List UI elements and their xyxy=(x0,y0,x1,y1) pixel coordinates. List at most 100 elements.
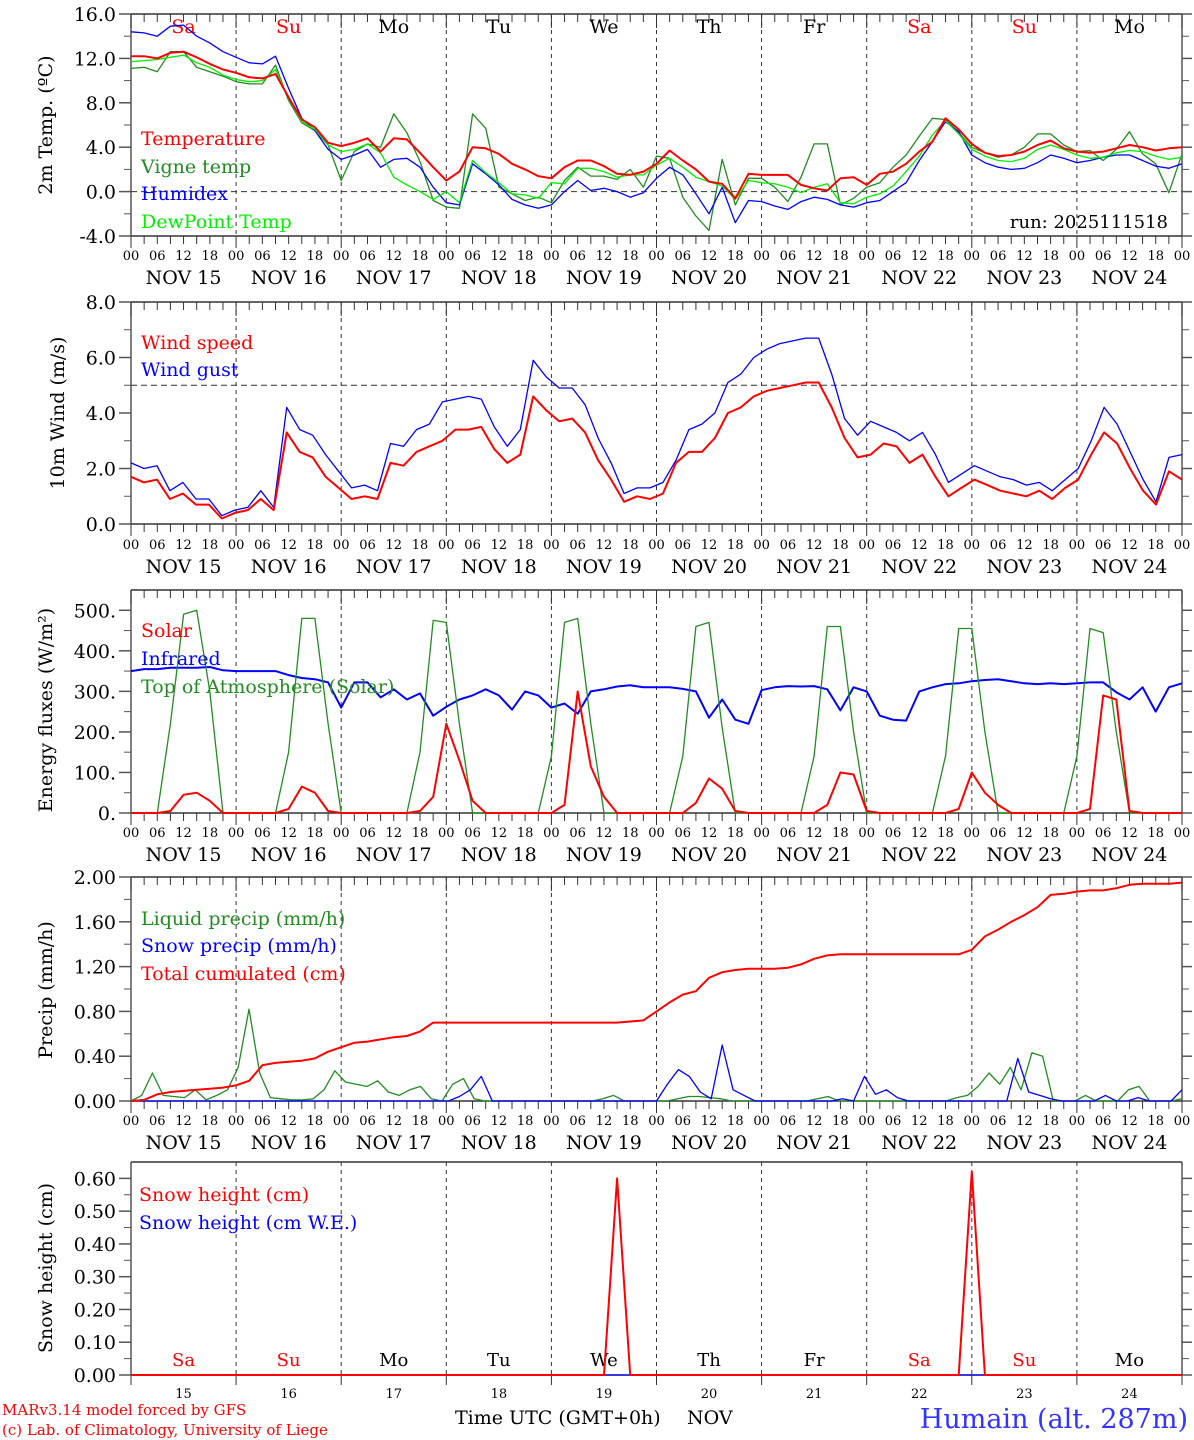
hour-tick-label: 00 xyxy=(858,538,875,553)
weekday-label: Sa xyxy=(172,1350,195,1371)
y-tick-label: 8.0 xyxy=(86,93,116,115)
hour-tick-label: 06 xyxy=(149,826,166,841)
hour-tick-label: 00 xyxy=(123,826,140,841)
weekday-label: Mo xyxy=(379,1350,408,1371)
hour-tick-label: 12 xyxy=(491,249,508,264)
weekday-label: We xyxy=(590,1350,618,1371)
hour-tick-label: 06 xyxy=(990,826,1007,841)
y-tick-label: 0. xyxy=(98,803,116,825)
hour-tick-label: 18 xyxy=(1147,826,1164,841)
hour-tick-label: 06 xyxy=(675,249,692,264)
day-number-label: 16 xyxy=(280,1387,297,1402)
legend-dewpoint: DewPoint Temp xyxy=(141,211,292,233)
hour-tick-label: 18 xyxy=(832,249,849,264)
hour-tick-label: 00 xyxy=(648,826,665,841)
hour-tick-label: 18 xyxy=(1042,826,1059,841)
y-tick-label: 0.00 xyxy=(74,1091,116,1113)
date-label: NOV 18 xyxy=(461,1132,537,1154)
hour-tick-label: 00 xyxy=(228,249,245,264)
panel-0-plot: 00 06 12 18 00 06 12 18 00 06 12 18 00 06 12 18 00 06 12 18… xyxy=(74,4,1192,289)
hour-tick-label: 18 xyxy=(832,826,849,841)
hour-tick-label: 06 xyxy=(464,538,481,553)
hour-tick-label: 00 xyxy=(543,1114,560,1129)
date-label: NOV 23 xyxy=(986,556,1062,578)
hour-tick-label: 06 xyxy=(149,538,166,553)
series-line-total-cumulated-cm xyxy=(130,881,1183,1102)
hour-tick-label: 00 xyxy=(438,1114,455,1129)
date-label: NOV 20 xyxy=(671,267,747,289)
hour-tick-label: 18 xyxy=(517,249,534,264)
hour-tick-label: 00 xyxy=(123,538,140,553)
energy-ylabel: Energy fluxes (W/m²) xyxy=(35,608,57,812)
series-line-infrared xyxy=(130,666,1183,725)
hour-tick-label: 06 xyxy=(885,249,902,264)
hour-tick-label: 06 xyxy=(1095,249,1112,264)
station-name: Humain (alt. 287m) xyxy=(920,1404,1188,1435)
hour-tick-label: 00 xyxy=(123,249,140,264)
hour-tick-label: 00 xyxy=(753,826,770,841)
day-number-label: 19 xyxy=(596,1387,613,1402)
legend-humidex: Humidex xyxy=(141,183,228,205)
hour-tick-label: 00 xyxy=(1069,826,1086,841)
date-label: NOV 15 xyxy=(146,267,222,289)
day-number-label: 15 xyxy=(175,1387,192,1402)
snow-ylabel: Snow height (cm) xyxy=(35,1183,57,1353)
panel-1-plot: 00 06 12 18 00 06 12 18 00 06 12 18 00 06 12 18 00 06 12 18… xyxy=(86,292,1192,578)
date-label: NOV 24 xyxy=(1092,556,1168,578)
series-line-dewpoint-temp xyxy=(130,54,1183,205)
hour-tick-label: 18 xyxy=(727,1114,744,1129)
hour-tick-label: 18 xyxy=(1042,249,1059,264)
hour-tick-label: 18 xyxy=(412,538,429,553)
hour-tick-label: 06 xyxy=(569,249,586,264)
legend-vigne-temp: Vigne temp xyxy=(140,156,251,178)
day-number-label: 20 xyxy=(701,1387,718,1402)
hour-tick-label: 00 xyxy=(964,249,981,264)
hour-tick-label: 18 xyxy=(307,1114,324,1129)
weekday-label: Th xyxy=(697,16,722,38)
hour-tick-label: 06 xyxy=(885,826,902,841)
hour-tick-label: 12 xyxy=(491,1114,508,1129)
hour-tick-label: 06 xyxy=(675,826,692,841)
date-label: NOV 17 xyxy=(356,556,432,578)
hour-tick-label: 00 xyxy=(1174,1114,1191,1129)
hour-tick-label: 18 xyxy=(622,249,639,264)
hour-tick-label: 12 xyxy=(911,1114,928,1129)
hour-tick-label: 12 xyxy=(806,826,823,841)
day-number-label: 22 xyxy=(911,1387,928,1402)
hour-tick-label: 12 xyxy=(280,538,297,553)
weekday-label: Tu xyxy=(486,16,511,38)
hour-tick-label: 12 xyxy=(806,249,823,264)
hour-tick-label: 00 xyxy=(858,249,875,264)
hour-tick-label: 00 xyxy=(648,1114,665,1129)
weekday-label: Fr xyxy=(804,1350,825,1371)
hour-tick-label: 06 xyxy=(780,1114,797,1129)
hour-tick-label: 12 xyxy=(175,538,192,553)
weekday-label: Su xyxy=(277,1350,301,1371)
hour-tick-label: 00 xyxy=(858,1114,875,1129)
time-axis-label: Time UTC (GMT+0h) xyxy=(455,1407,661,1429)
chart-marks: 00 06 12 18 00 06 12 18 00 06 12 18 00 06 12 18 00 06 12 18… xyxy=(74,4,1192,1402)
date-label: NOV 21 xyxy=(776,1132,852,1154)
hour-tick-label: 18 xyxy=(937,249,954,264)
date-label: NOV 23 xyxy=(986,844,1062,866)
date-label: NOV 22 xyxy=(881,267,957,289)
temp-ylabel: 2m Temp. (ºC) xyxy=(35,55,57,194)
weekday-label: Sa xyxy=(908,1350,931,1371)
hour-tick-label: 12 xyxy=(1016,826,1033,841)
hour-tick-label: 00 xyxy=(1174,538,1191,553)
legend-wind-speed: Wind speed xyxy=(141,332,253,354)
panel-4-plot: 15 Sa 16 Su 17 Mo 18 Tu 19 We 20 Th 21 Fr 22 Sa 23 Su 24 Mo… xyxy=(74,1161,1192,1402)
y-tick-label: 1.20 xyxy=(74,957,116,979)
hour-tick-label: 18 xyxy=(202,538,219,553)
hour-tick-label: 18 xyxy=(622,538,639,553)
hour-tick-label: 12 xyxy=(1016,1114,1033,1129)
hour-tick-label: 06 xyxy=(254,1114,271,1129)
y-tick-label: 4.0 xyxy=(86,137,116,159)
date-label: NOV 19 xyxy=(566,1132,642,1154)
legend-wind-gust: Wind gust xyxy=(141,359,239,381)
y-tick-label: 0.00 xyxy=(74,1365,116,1387)
y-tick-label: 0.40 xyxy=(74,1046,116,1068)
footer: MARv3.14 model forced by GFS (c) Lab. of… xyxy=(2,1401,1188,1439)
hour-tick-label: 12 xyxy=(806,538,823,553)
hour-tick-label: 12 xyxy=(280,249,297,264)
